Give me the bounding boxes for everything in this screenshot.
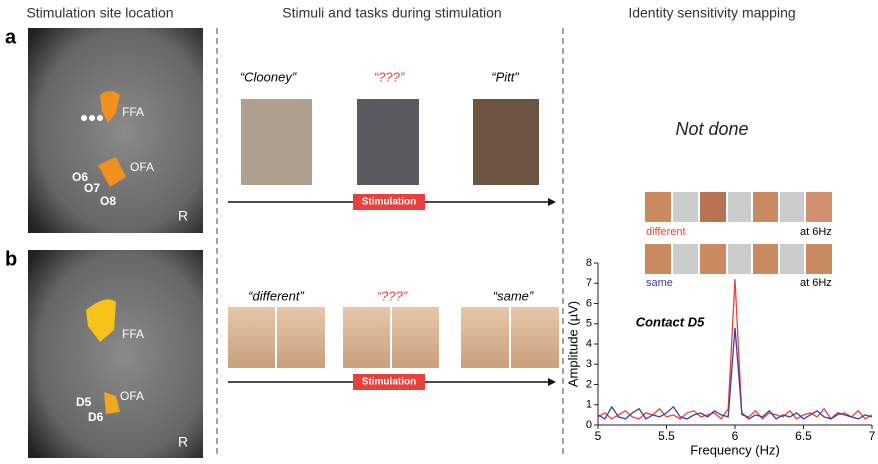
face-thumb: [700, 192, 726, 222]
region-label: FFA: [122, 105, 144, 119]
blank: [728, 192, 751, 222]
face-thumb: [753, 192, 778, 222]
face-image: [461, 307, 509, 368]
electrode: [81, 115, 87, 121]
y-tick-label: 1: [586, 399, 592, 411]
region-label: OFA: [120, 389, 144, 403]
stimulus-label: “different”: [248, 288, 304, 303]
panel-label: b: [5, 248, 17, 270]
arrow-head: [548, 378, 556, 386]
face-image: [228, 307, 275, 368]
rate-label: at 6Hz: [800, 226, 832, 238]
header: Stimuli and tasks during stimulation: [282, 5, 501, 21]
face-thumb: [806, 192, 832, 222]
electrode: [89, 115, 95, 121]
series-line: [598, 328, 872, 419]
stimulus-label: “Pitt”: [491, 69, 519, 84]
header: Identity sensitivity mapping: [628, 5, 795, 21]
y-tick-label: 5: [586, 318, 592, 330]
chart-title: Contact D5: [636, 314, 705, 329]
stimulation-label: Stimulation: [362, 377, 416, 388]
blank: [728, 244, 751, 274]
x-tick-label: 7: [869, 429, 876, 443]
header: Stimulation site location: [26, 5, 173, 21]
y-tick-label: 0: [586, 419, 592, 431]
blank: [673, 244, 698, 274]
x-tick-label: 5.5: [658, 429, 675, 443]
series-line: [598, 279, 872, 419]
blank: [780, 192, 804, 222]
contact-label: O7: [84, 181, 100, 195]
figure: Stimulation site location Stimuli and ta…: [0, 0, 878, 459]
result-text: Not done: [675, 119, 748, 139]
y-axis-label: Amplitude (µV): [565, 301, 580, 387]
stimulus-label: “???”: [377, 288, 408, 303]
x-tick-label: 6: [732, 429, 739, 443]
side-label: R: [178, 208, 188, 224]
arrow-head: [548, 198, 556, 206]
blank: [780, 244, 804, 274]
face-photo: [241, 99, 312, 185]
legend-label: different: [646, 226, 686, 238]
region-label: OFA: [130, 160, 154, 174]
face-image: [511, 307, 559, 368]
face-photo: [473, 99, 539, 185]
y-tick-label: 7: [586, 277, 592, 289]
y-tick-label: 6: [586, 297, 592, 309]
mri-image: [28, 250, 203, 458]
face-thumb: [806, 244, 832, 274]
face-image: [392, 307, 439, 368]
face-thumb: [645, 244, 671, 274]
legend-label: same: [646, 277, 673, 289]
stimulus-label: “same”: [493, 288, 534, 303]
face-thumb: [700, 244, 726, 274]
x-tick-label: 6.5: [795, 429, 812, 443]
y-tick-label: 2: [586, 378, 592, 390]
contact-label: O8: [100, 194, 116, 208]
y-tick-label: 3: [586, 358, 592, 370]
contact-label: D5: [76, 395, 92, 409]
face-thumb: [645, 192, 671, 222]
face-photo: [357, 99, 419, 185]
stimulation-label: Stimulation: [362, 197, 416, 208]
rate-label: at 6Hz: [800, 277, 832, 289]
x-axis-label: Frequency (Hz): [690, 442, 780, 457]
face-image: [277, 307, 325, 368]
face-thumb: [753, 244, 778, 274]
stimulus-label: “???”: [374, 69, 405, 84]
side-label: R: [178, 434, 188, 450]
panel-label: a: [5, 26, 17, 48]
page: Stimulation site location Stimuli and ta…: [0, 0, 878, 464]
y-tick-label: 4: [586, 338, 592, 350]
blank: [673, 192, 698, 222]
contact-label: D6: [88, 410, 104, 424]
stimulus-label: “Clooney”: [240, 69, 297, 84]
face-image: [343, 307, 390, 368]
x-tick-label: 5: [595, 429, 602, 443]
electrode: [97, 115, 103, 121]
y-tick-label: 8: [586, 257, 592, 269]
region-label: FFA: [122, 327, 144, 341]
